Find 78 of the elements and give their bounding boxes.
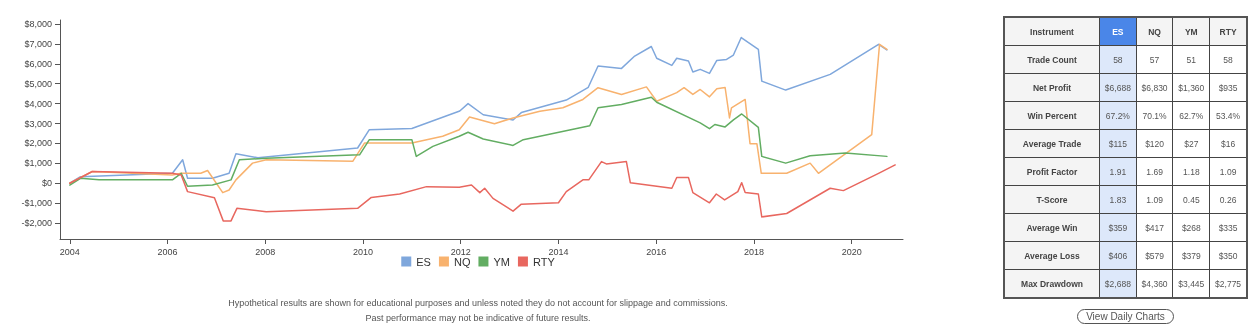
text: $16	[1221, 138, 1236, 149]
text: 58	[1223, 54, 1233, 65]
x-tick-label: 2010	[352, 246, 374, 257]
y-tick-label: $7,000	[24, 38, 52, 49]
text: $359	[1108, 222, 1128, 233]
category-label: YM	[1172, 17, 1210, 46]
text: 1.18	[1183, 166, 1200, 177]
category-label: Win Percent	[1027, 110, 1077, 121]
text: $935	[1218, 82, 1238, 93]
text: $27	[1184, 138, 1199, 149]
y-tick-label: -$2,000	[21, 218, 52, 229]
text: 70.1%	[1142, 110, 1167, 121]
category-label: Average Loss	[1024, 250, 1080, 261]
text: $268	[1181, 222, 1201, 233]
x-tick-label: 2016	[646, 246, 667, 257]
category-label: NQ	[1136, 17, 1173, 46]
legend-label: YM	[493, 255, 510, 268]
text: $6,688	[1104, 82, 1131, 93]
category-label: Net Profit	[1032, 82, 1072, 93]
text: 1.69	[1146, 166, 1163, 177]
text: $4,360	[1141, 278, 1168, 289]
text: $350	[1218, 250, 1238, 261]
line-series	[69, 96, 888, 187]
x-tick-label: 2020	[841, 246, 862, 257]
category-label: ES	[1099, 17, 1137, 46]
y-tick-label: $8,000	[24, 18, 52, 29]
text: 1.09	[1219, 166, 1237, 177]
category-label: Average Trade	[1022, 138, 1082, 149]
y-tick-label: $6,000	[24, 58, 52, 69]
text: $115	[1108, 138, 1127, 149]
line-series	[69, 160, 896, 222]
legend-label: ES	[416, 255, 431, 268]
legend-label: RTY	[532, 255, 556, 268]
text: $3,445	[1178, 278, 1205, 289]
y-tick-label: -$1,000	[21, 198, 52, 209]
text: 1.91	[1109, 166, 1127, 177]
text: 1.83	[1109, 194, 1127, 205]
x-tick-label: 2004	[59, 246, 80, 257]
category-label: Profit Factor	[1026, 166, 1078, 177]
x-tick-label: 2008	[255, 246, 276, 257]
text: $406	[1108, 250, 1128, 261]
y-tick-label: $4,000	[24, 98, 52, 109]
text: $2,688	[1104, 278, 1131, 289]
text: 53.4%	[1216, 110, 1241, 121]
y-tick-label: $5,000	[24, 78, 52, 89]
category-label: Average Win	[1026, 222, 1078, 233]
text: $2,775	[1215, 278, 1242, 289]
category-label: Max Drawdown	[1021, 278, 1083, 289]
text: 58	[1113, 54, 1123, 65]
text: $1,360	[1178, 82, 1205, 93]
x-tick-label: 2014	[548, 246, 569, 257]
text: 0.26	[1219, 194, 1237, 205]
category-label: T-Score	[1036, 194, 1068, 205]
legend-label: NQ	[453, 255, 471, 268]
x-tick-label: 2018	[743, 246, 764, 257]
category-label: Trade Count	[1027, 54, 1077, 65]
text: $6,830	[1141, 82, 1168, 93]
text: 0.45	[1183, 194, 1200, 205]
text: Hypothetical results are shown for educational purposes and unless noted they do not account for slippage and commissions.	[228, 297, 728, 308]
y-tick-label: $1,000	[24, 158, 52, 169]
text: Instrument	[1004, 17, 1100, 46]
text: 1.09	[1146, 194, 1163, 205]
text: $579	[1145, 250, 1165, 261]
y-tick-label: $3,000	[24, 118, 52, 129]
text: Past performance may not be indicative of future results.	[365, 312, 591, 323]
category-label: RTY	[1209, 17, 1247, 46]
text: 67.2%	[1105, 110, 1130, 121]
x-tick-label: 2006	[157, 246, 178, 257]
text: $335	[1218, 222, 1238, 233]
text: 57	[1149, 54, 1160, 65]
text: 51	[1186, 54, 1197, 65]
y-tick-label: $2,000	[24, 138, 52, 149]
y-tick-label: $0	[41, 178, 52, 189]
text: $379	[1181, 250, 1201, 261]
x-tick-label: 2012	[450, 246, 471, 257]
text: $120	[1145, 138, 1165, 149]
text: 62.7%	[1179, 110, 1204, 121]
text: $417	[1145, 222, 1165, 233]
